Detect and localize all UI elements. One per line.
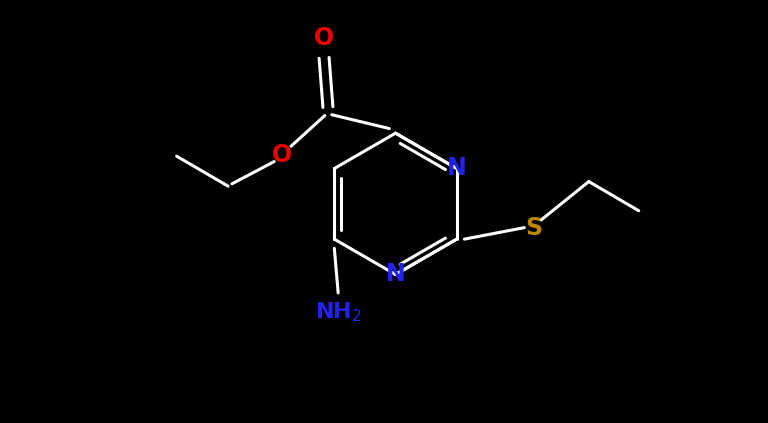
Text: NH$_2$: NH$_2$ [315, 301, 362, 324]
Text: O: O [272, 143, 292, 168]
Text: O: O [314, 26, 334, 50]
Text: N: N [447, 157, 467, 181]
Text: N: N [386, 263, 406, 286]
Text: S: S [525, 216, 542, 239]
